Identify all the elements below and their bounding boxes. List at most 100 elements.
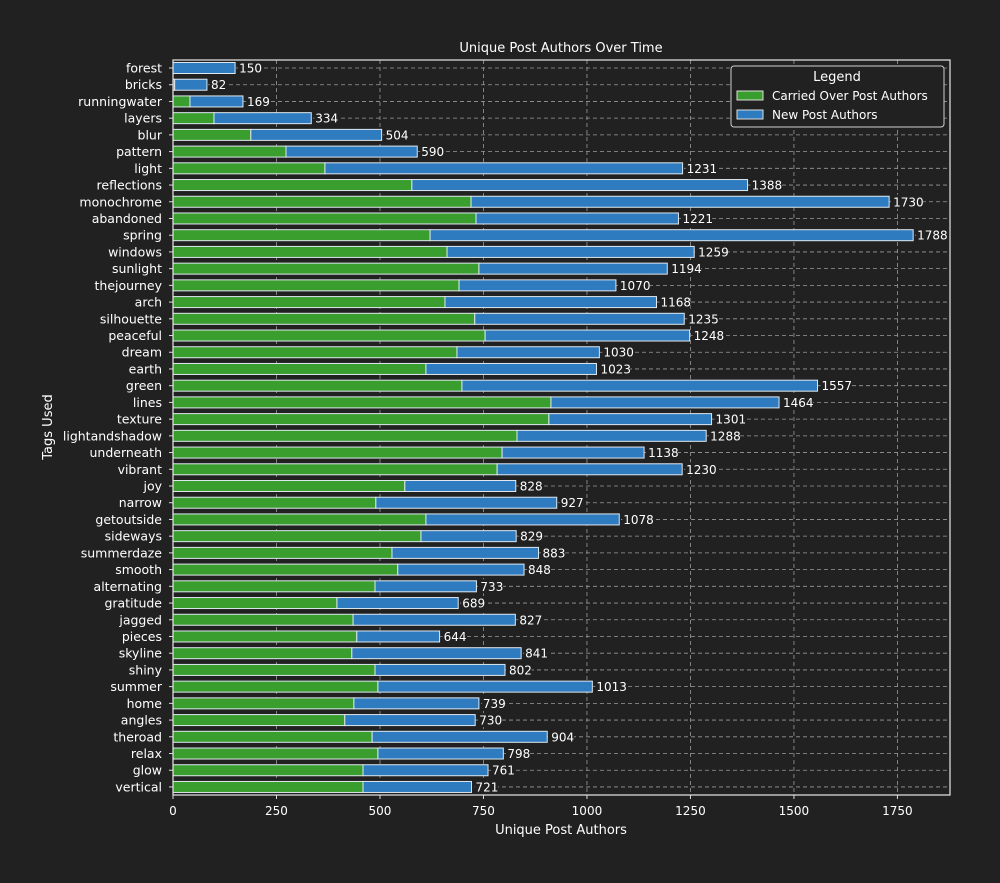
data-label: 883 [543,546,566,560]
data-label: 739 [483,697,506,711]
bar-new [285,145,418,158]
bar-new [362,780,472,793]
data-label: 644 [444,630,467,644]
y-tick-label: skyline [119,646,163,661]
y-tick-label: runningwater [78,94,163,109]
data-label-bg [519,529,543,544]
x-tick-label: 1750 [882,804,913,818]
data-label-bg [420,144,444,159]
y-tick-label: sunlight [112,261,162,276]
data-label-bg [384,127,409,142]
bar-new [353,697,480,710]
bar-carried-over [172,245,448,258]
bar-carried-over [172,580,376,593]
bar-new [420,530,517,543]
data-label: 1388 [752,179,783,193]
bar-new [336,597,459,610]
data-label: 1230 [686,463,717,477]
bar-carried-over [172,697,355,710]
data-label-bg [559,495,584,510]
bar-new [344,714,476,727]
x-tick-label: 750 [472,804,495,818]
bar-carried-over [172,346,458,359]
data-label-bg [685,462,716,477]
data-label: 904 [551,730,574,744]
y-tick-label: peaceful [108,328,162,343]
data-label-bg [892,194,923,209]
bar-carried-over [172,429,518,442]
legend-title: Legend [813,70,861,85]
chart-title: Unique Post Authors Over Time [459,41,662,56]
bar-new [458,279,617,292]
y-tick-label: pattern [116,144,162,159]
data-label-bg [697,244,728,259]
bar-carried-over [172,780,364,793]
bar-carried-over [172,128,252,141]
y-tick-label: thejourney [95,278,163,293]
bar-carried-over [172,730,373,743]
y-tick-label: reflections [97,178,162,193]
data-label-bg [659,295,691,310]
bar-new [362,764,489,777]
y-tick-label: windows [108,244,162,259]
y-tick-label: smooth [115,562,162,577]
legend: Legend Carried Over Post Authors New Pos… [730,65,945,128]
data-label-bg [491,763,515,778]
data-label-bg [820,378,852,393]
bar-carried-over [172,613,354,626]
y-tick-label: relax [131,746,162,761]
data-label: 1168 [661,296,692,310]
data-label: 721 [475,780,498,794]
data-label: 169 [247,95,270,109]
data-label: 1013 [596,680,627,694]
y-tick-label: summerdaze [81,545,163,560]
data-label: 1730 [893,195,924,209]
data-label-bg [647,445,678,460]
y-tick-label: getoutside [95,512,162,527]
bar-carried-over [172,647,353,660]
y-tick-label: joy [142,479,162,494]
data-label-bg [461,596,485,611]
y-tick-label: bricks [125,77,162,92]
y-tick-label: lines [133,395,162,410]
y-tick-label: texture [117,412,162,427]
data-label: 1288 [710,429,741,443]
data-label-bg [506,746,530,761]
bar-new [475,212,679,225]
data-label: 1070 [620,279,651,293]
bar-carried-over [172,296,446,309]
data-label: 1023 [600,362,631,376]
bar-new [371,730,548,743]
bar-new [351,647,522,660]
data-label-bg [527,562,551,577]
y-axis-label: Tags Used [41,394,56,460]
x-axis-label: Unique Post Authors [495,823,627,838]
data-label: 1138 [648,446,679,460]
bar-new [444,296,658,309]
y-tick-label: pieces [122,629,162,644]
bar-new [484,329,691,342]
bar-carried-over [172,329,486,342]
bar-new [250,128,383,141]
data-label: 827 [519,613,542,627]
bar-carried-over [172,496,377,509]
y-tick-label: jagged [118,612,162,627]
bar-carried-over [172,179,413,192]
y-tick-label: glow [133,763,162,778]
bar-new [429,229,914,242]
data-label-bg [599,361,631,376]
y-tick-label: alternating [94,579,162,594]
bar-new [375,496,558,509]
y-tick-label: shiny [129,662,163,677]
y-tick-label: angles [121,713,162,728]
bar-carried-over [172,630,358,643]
y-tick-label: underneath [90,445,163,460]
data-label-bg [479,579,504,594]
bar-new [501,446,645,459]
bar-carried-over [172,112,215,125]
y-tick-label: light [134,161,162,176]
bar-new [374,663,506,676]
data-label-bg [550,729,574,744]
data-label: 1557 [822,379,853,393]
